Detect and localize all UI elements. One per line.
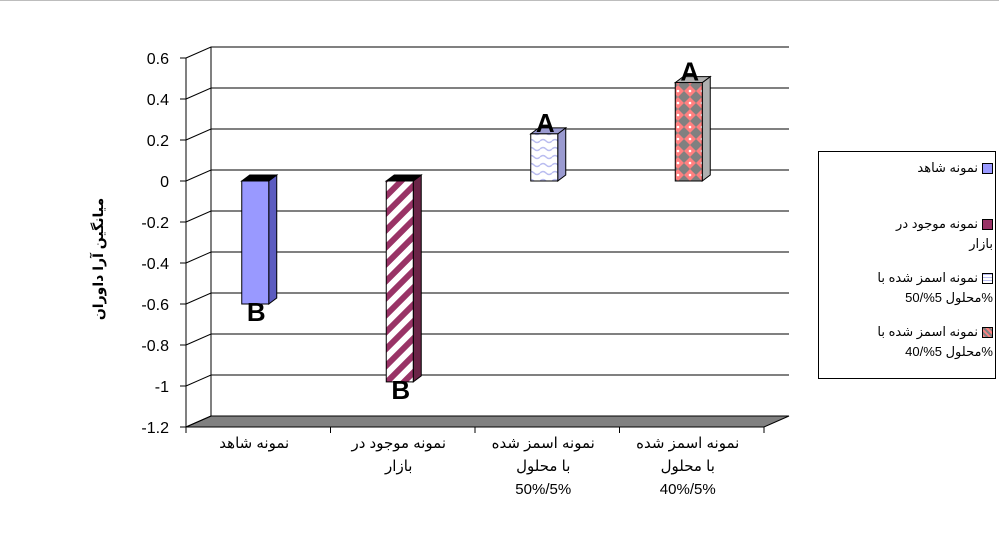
legend-item: نمونه موجود در بازار	[825, 214, 993, 254]
legend-item-label: نمونه اسمز شده با	[825, 322, 993, 342]
significance-letters: B B A A	[247, 57, 700, 405]
category-label-line: با محلول	[516, 458, 570, 475]
bar-side	[412, 174, 422, 383]
y-axis-label: میانگین آرا داوران	[89, 198, 107, 320]
y-tick-label: 0.6	[147, 51, 169, 68]
bar	[384, 174, 423, 383]
category-label: نمونه موجود در بازار	[350, 435, 446, 475]
bar-front	[241, 180, 270, 305]
gridline	[185, 251, 789, 264]
legend-swatch	[982, 327, 993, 339]
gridline	[185, 128, 789, 141]
bar	[673, 75, 712, 182]
category-label: نمونه اسمز شده با محلول 5%/50%	[492, 435, 595, 498]
y-tick-label: 0	[160, 174, 169, 191]
gridline	[185, 46, 789, 59]
significance-letter: A	[536, 108, 555, 138]
significance-letter: A	[680, 57, 699, 87]
legend-text: نمونه اسمز شده با	[877, 324, 978, 339]
legend: نمونه شاهد نمونه موجود در بازار نمونه اسمز …	[818, 151, 996, 379]
y-tick-label: -1.2	[141, 420, 169, 437]
bar-front	[385, 180, 414, 383]
gridline	[185, 169, 789, 182]
significance-letter: B	[391, 375, 410, 405]
y-tick-label: -0.6	[141, 297, 169, 314]
gridline	[185, 292, 789, 305]
y-tick-label: 0.4	[147, 92, 169, 109]
y-tick-label: -0.8	[141, 338, 169, 355]
legend-swatch	[982, 219, 993, 231]
category-label: نمونه اسمز شده با محلول 5%/40%	[636, 435, 739, 498]
legend-text: %محلول 5%/40	[905, 344, 993, 359]
y-tick-label: -1	[155, 379, 169, 396]
legend-text: بازار	[969, 236, 993, 251]
y-tick-label: 0.2	[147, 133, 169, 150]
category-labels: نمونه شاهد نمونه موجود در بازار نمونه اسمز …	[219, 435, 739, 498]
legend-item: نمونه اسمز شده با %محلول 5%/50	[825, 268, 993, 308]
legend-item-label: %محلول 5%/40	[825, 342, 993, 362]
bar-side	[557, 126, 567, 182]
legend-swatch	[982, 273, 993, 285]
category-label-line: نمونه اسمز شده	[636, 435, 739, 452]
legend-text: %محلول 5%/50	[905, 290, 993, 305]
legend-item: نمونه شاهد	[825, 158, 993, 178]
bar-front	[674, 82, 703, 182]
gridline	[185, 415, 789, 428]
legend-text: نمونه شاهد	[917, 160, 978, 175]
legend-item-label: نمونه موجود در	[825, 214, 993, 234]
legend-item-label: نمونه شاهد	[825, 158, 993, 178]
significance-letter: B	[247, 297, 266, 327]
gridline	[185, 210, 789, 223]
category-label-line: نمونه اسمز شده	[492, 435, 595, 452]
y-tick-labels: 0.6 0.4 0.2 0 -0.2 -0.4 -0.6 -0.8 -1 -1.2	[141, 51, 169, 437]
bar-side	[268, 174, 278, 305]
gridline	[185, 374, 789, 387]
category-label-line: نمونه شاهد	[219, 435, 289, 452]
bar-side	[701, 75, 711, 182]
legend-text: نمونه موجود در	[896, 216, 978, 231]
legend-item-label: بازار	[825, 234, 993, 254]
category-label-line: نمونه موجود در	[350, 435, 446, 452]
legend-item: نمونه اسمز شده با %محلول 5%/40	[825, 322, 993, 362]
bar	[529, 126, 568, 182]
bar	[240, 174, 279, 305]
legend-item-label: %محلول 5%/50	[825, 288, 993, 308]
bars	[240, 75, 712, 383]
y-tick-label: -0.4	[141, 256, 169, 273]
bar-front	[530, 133, 559, 182]
gridline	[185, 333, 789, 346]
category-label-line: بازار	[384, 458, 412, 475]
axes	[180, 57, 765, 433]
chart-floor	[185, 415, 790, 428]
y-tick-label: -0.2	[141, 215, 169, 232]
gridlines	[185, 46, 789, 428]
category-label-line: با محلول	[661, 458, 715, 475]
gridline	[185, 87, 789, 100]
legend-swatch	[982, 163, 993, 175]
legend-text: نمونه اسمز شده با	[877, 270, 978, 285]
category-label-line: 5%/50%	[515, 481, 571, 498]
category-label: نمونه شاهد	[219, 435, 289, 452]
category-label-line: 5%/40%	[660, 481, 716, 498]
legend-item-label: نمونه اسمز شده با	[825, 268, 993, 288]
